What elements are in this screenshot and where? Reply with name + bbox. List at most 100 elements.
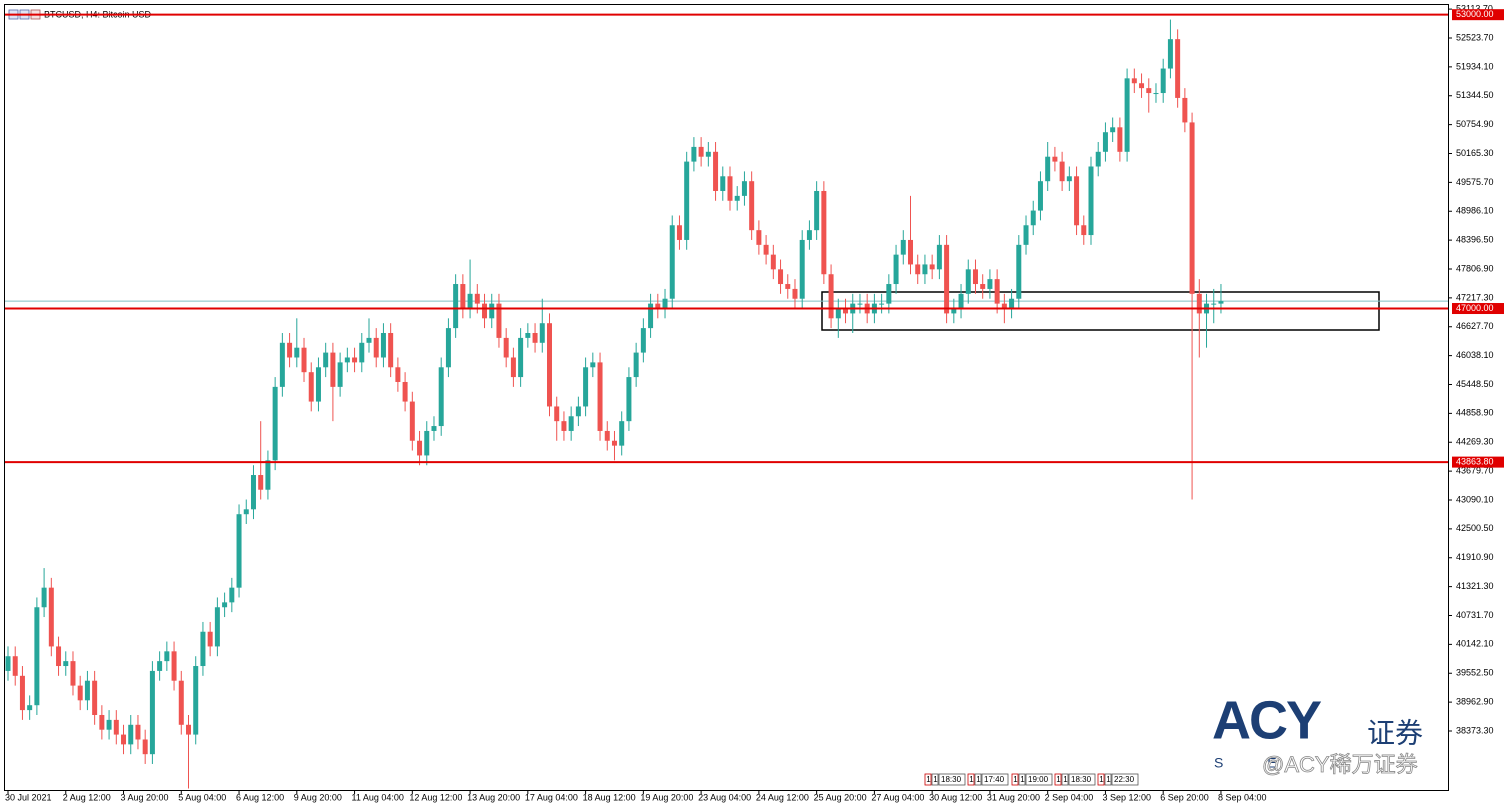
x-tick-label: 19 Aug 20:00 (640, 792, 693, 802)
candle-body (525, 333, 531, 338)
candle-body (149, 670, 155, 755)
candle-body (1124, 78, 1130, 152)
y-tick-label: 46038.10 (1456, 350, 1494, 360)
candle-body (272, 386, 278, 461)
x-tick-label: 31 Aug 20:00 (987, 792, 1040, 802)
candle-body (258, 475, 264, 490)
event-flag: 1 (933, 775, 938, 784)
candle-body (778, 269, 784, 285)
candle-body (445, 328, 451, 368)
event-flag: 1 (976, 775, 981, 784)
level-label-box (1452, 9, 1504, 21)
x-tick-label: 23 Aug 04:00 (698, 792, 751, 802)
x-tick-label: 6 Aug 12:00 (236, 792, 284, 802)
event-flag: 1 (926, 775, 931, 784)
y-tick-label: 44858.90 (1456, 408, 1494, 418)
candle-body (496, 303, 502, 338)
candle-body (720, 176, 726, 191)
candle-body (929, 264, 935, 270)
candle-body (1102, 132, 1108, 152)
candle-body (1189, 122, 1195, 294)
candle-body (352, 357, 358, 363)
candle-body (214, 607, 220, 647)
candle-body (669, 225, 675, 299)
candle-body (597, 362, 603, 431)
candle-body (344, 357, 350, 363)
candle-body (965, 269, 971, 294)
candle-body (828, 274, 834, 319)
candle-body (164, 651, 170, 662)
support-zone-box (821, 291, 1380, 331)
event-flag-box (974, 773, 982, 786)
candle-body (503, 337, 509, 358)
candle-body (56, 646, 62, 667)
y-tick-label: 43679.70 (1456, 465, 1494, 475)
candle-body (1167, 39, 1173, 69)
x-tick-label: 30 Jul 2021 (5, 792, 52, 802)
candle-body (1030, 210, 1036, 226)
x-tick-label: 2 Aug 12:00 (63, 792, 111, 802)
candle-body (611, 440, 617, 446)
candle-body (1009, 298, 1015, 309)
y-tick-label: 39552.50 (1456, 668, 1494, 678)
candle-body (698, 146, 704, 157)
candle-body (994, 279, 1000, 304)
candle-body (366, 337, 372, 343)
event-flag-box (1018, 773, 1026, 786)
candle-body (879, 303, 885, 305)
event-flag-box (1104, 773, 1112, 786)
candle-body (417, 440, 423, 456)
candle-body (92, 680, 98, 715)
y-tick-label: 38373.30 (1456, 725, 1494, 735)
candle-body (222, 602, 228, 608)
y-tick-label: 52523.70 (1456, 32, 1494, 42)
x-tick-label: 18 Aug 12:00 (583, 792, 636, 802)
candle-body (799, 239, 805, 299)
candle-body (951, 308, 957, 314)
event-flag-box (1011, 773, 1019, 786)
candle-body (814, 190, 820, 231)
candle-body (561, 421, 567, 431)
candle-body (287, 342, 293, 358)
candle-body (200, 631, 206, 667)
candle-body (763, 244, 769, 255)
candle-body (713, 151, 719, 191)
candle-body (121, 734, 127, 745)
candle-body (705, 151, 711, 157)
candle-body (388, 333, 394, 368)
candle-body (265, 460, 271, 490)
event-time-box (981, 773, 1009, 786)
candle-body (633, 352, 639, 378)
event-flag-box (1097, 773, 1105, 786)
x-tick-label: 2 Sep 04:00 (1045, 792, 1094, 802)
x-tick-label: 13 Aug 20:00 (467, 792, 520, 802)
candle-body (135, 724, 141, 740)
watermark-brand: ACY (1212, 690, 1322, 750)
candle-body (835, 308, 841, 319)
candle-body (944, 244, 950, 314)
candle-body (1110, 127, 1116, 133)
event-flag: 1 (1063, 775, 1068, 784)
candle-body (575, 406, 581, 417)
candle-body (453, 284, 459, 329)
candle-body (1131, 78, 1137, 84)
candle-body (532, 333, 538, 343)
candle-body (1037, 181, 1043, 211)
candle-body (48, 587, 54, 647)
candle-body (655, 303, 661, 309)
event-time: 19:00 (1028, 775, 1049, 784)
x-tick-label: 27 Aug 04:00 (871, 792, 924, 802)
event-time-box (1068, 773, 1096, 786)
candle-body (1081, 225, 1087, 236)
event-time-box (1111, 773, 1139, 786)
candle-body (1016, 244, 1022, 299)
candle-body (821, 190, 827, 275)
candle-body (1196, 293, 1202, 314)
candle-body (315, 367, 321, 402)
candle-body (785, 284, 791, 289)
candle-body (323, 352, 329, 368)
event-flag: 1 (1020, 775, 1025, 784)
event-flag-box (924, 773, 932, 786)
